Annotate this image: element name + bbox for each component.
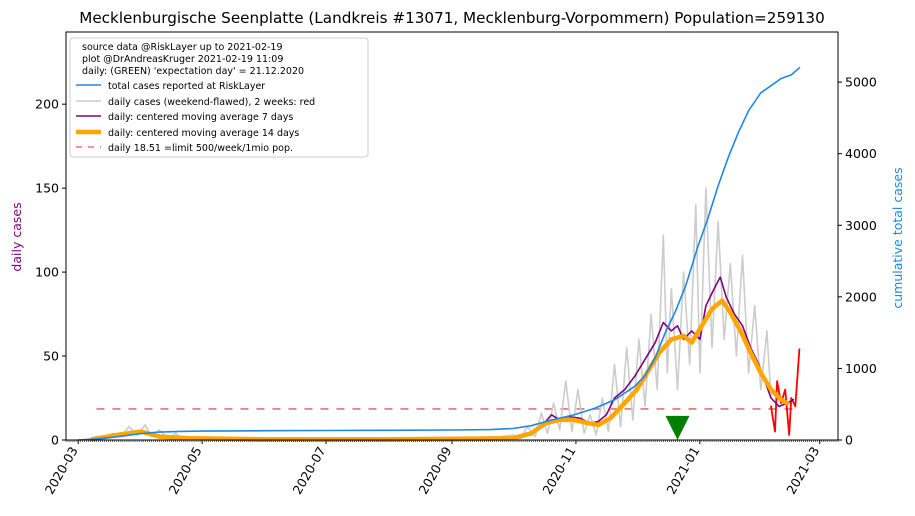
y-right-tick-label: 2000 (845, 289, 877, 304)
x-tick-label: 2021-01 (663, 444, 702, 497)
x-tick-label: 2021-03 (783, 444, 822, 497)
x-tick-label: 2020-07 (290, 444, 329, 497)
series-ma14 (90, 298, 790, 442)
y-left-tick-label: 200 (35, 97, 59, 112)
x-tick-label: 2020-09 (415, 444, 454, 497)
y-axis-label-left: daily cases (9, 202, 24, 271)
legend-label-ma7: daily: centered moving average 7 days (108, 112, 293, 123)
x-tick-label: 2020-11 (539, 444, 578, 497)
legend-header-source: source data @RiskLayer up to 2021-02-19 (82, 42, 283, 53)
expectation-day-marker (665, 415, 690, 440)
series-total-cases (77, 67, 801, 441)
legend-label-daily: daily cases (weekend-flawed), 2 weeks: r… (108, 97, 315, 108)
y-right-tick-label: 0 (845, 433, 853, 448)
y-right-tick-label: 5000 (845, 75, 877, 90)
legend-label-limit: daily 18.51 =limit 500/week/1mio pop. (108, 143, 293, 154)
y-left-tick-label: 0 (51, 433, 59, 448)
x-axis-minor-ticks (65, 440, 839, 442)
legend-label-total: total cases reported at RiskLayer (108, 81, 265, 92)
legend-header-plot: plot @DrAndreasKruger 2021-02-19 11:09 (82, 54, 283, 65)
x-tick-label: 2020-03 (42, 444, 81, 497)
y-right-tick-label: 3000 (845, 218, 877, 233)
chart-title: Mecklenburgische Seenplatte (Landkreis #… (79, 9, 825, 27)
series-daily-cases (85, 187, 772, 441)
y-left-tick-label: 50 (43, 349, 59, 364)
y-right-tick-label: 1000 (845, 361, 877, 376)
legend-header-expectation: daily: (GREEN) 'expectation day' = 21.12… (82, 66, 304, 77)
y-left-tick-label: 100 (35, 265, 59, 280)
legend-box (69, 37, 369, 158)
y-axis-label-right: cumulative total cases (890, 167, 905, 308)
y-right-tick-label: 4000 (845, 146, 877, 161)
legend-label-ma14: daily: centered moving average 14 days (108, 128, 299, 139)
plot-lines (77, 67, 801, 442)
series-daily-cases-last-2-weeks (770, 348, 801, 436)
legend: source data @RiskLayer up to 2021-02-19 … (69, 37, 369, 158)
x-tick-label: 2020-05 (166, 444, 205, 497)
y-left-tick-label: 150 (35, 181, 59, 196)
